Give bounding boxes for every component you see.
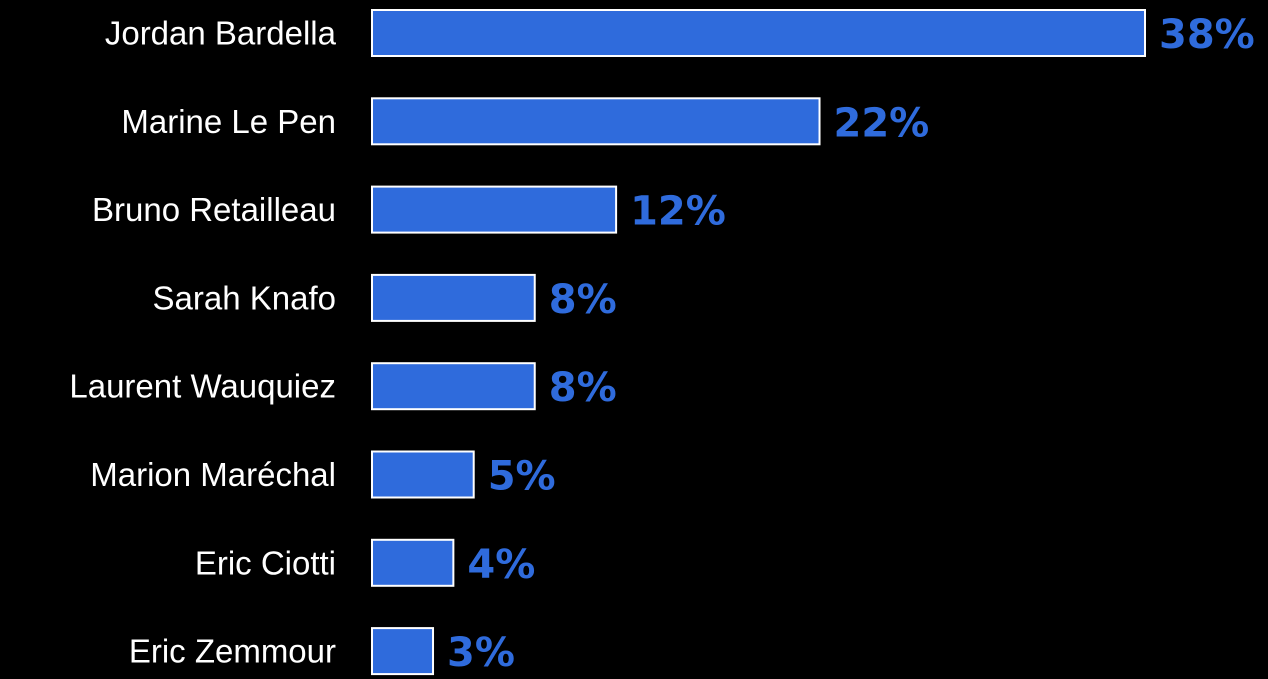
value-label: 5%	[488, 454, 556, 500]
category-label: Marion Maréchal	[90, 456, 336, 493]
category-label: Eric Ciotti	[195, 544, 336, 581]
value-label: 4%	[467, 542, 535, 588]
bar-row: Jordan Bardella 38%	[105, 9, 1255, 58]
category-label: Marine Le Pen	[121, 103, 336, 140]
category-label: Bruno Retailleau	[92, 191, 336, 228]
bar-row: Sarah Knafo 8%	[153, 273, 617, 323]
bar-row: Bruno Retailleau 12%	[92, 185, 726, 235]
bar-row: Marine Le Pen 22%	[121, 97, 930, 146]
category-label: Laurent Wauquiez	[69, 368, 336, 405]
bar-row: Eric Zemmour 3%	[129, 627, 515, 676]
bar	[371, 9, 1146, 57]
value-label: 8%	[549, 277, 617, 323]
value-label: 3%	[447, 630, 515, 676]
bar	[371, 450, 475, 499]
bar-row: Laurent Wauquiez 8%	[69, 362, 617, 411]
value-label: 8%	[549, 365, 617, 411]
category-label: Eric Zemmour	[129, 633, 336, 670]
bars-layer: Jordan Bardella 38% Marine Le Pen 22% Bruno …	[69, 9, 1255, 676]
bar	[371, 362, 536, 411]
value-label: 38%	[1159, 12, 1255, 58]
bar	[371, 538, 455, 587]
bar	[371, 97, 821, 146]
bar	[371, 185, 618, 234]
bar-row: Marion Maréchal 5%	[90, 450, 556, 500]
bar-row: Eric Ciotti 4%	[195, 538, 535, 588]
category-label: Jordan Bardella	[105, 15, 337, 52]
category-label: Sarah Knafo	[153, 279, 336, 316]
bar	[371, 627, 435, 676]
bar	[371, 273, 536, 322]
value-label: 12%	[630, 189, 726, 235]
value-label: 22%	[834, 100, 930, 146]
